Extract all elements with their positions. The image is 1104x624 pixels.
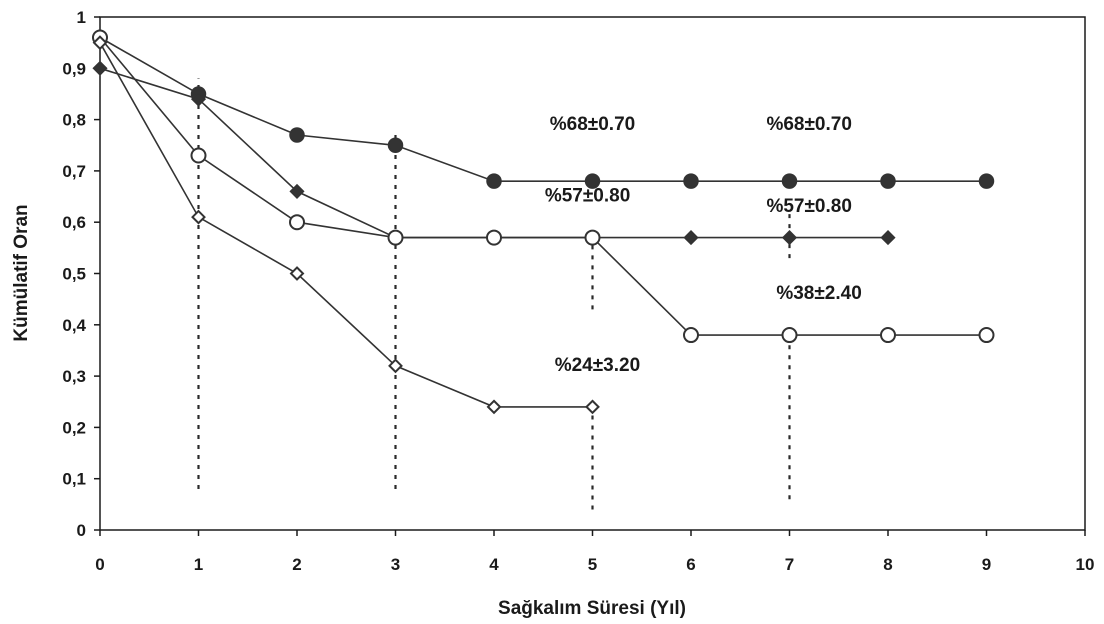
filled-diamond-marker: [190, 91, 207, 107]
x-tick-label: 2: [292, 555, 301, 574]
open-circle-marker: [190, 147, 207, 164]
x-axis-title: Sağkalım Süresi (Yıl): [498, 598, 686, 619]
open-diamond-marker: [486, 399, 502, 415]
filled-circle-marker: [978, 173, 995, 189]
filled-circle-marker: [584, 173, 601, 189]
y-tick-label: 0,2: [62, 418, 86, 437]
filled-circle-marker: [880, 173, 896, 189]
filled-circle-marker: [387, 137, 404, 153]
series-line: [99, 36, 987, 336]
open-circle-marker: [486, 229, 502, 246]
x-tick-label: 5: [588, 555, 597, 574]
survival-rate-annotation: %68±0.70: [550, 114, 635, 135]
y-tick-label: 0,5: [62, 265, 86, 284]
series-filled-circle: [92, 29, 995, 189]
filled-circle-marker: [683, 173, 699, 189]
y-tick-label: 0,4: [62, 316, 86, 335]
survival-rate-annotation: %68±0.70: [766, 114, 851, 135]
x-tick-label: 0: [95, 555, 104, 574]
filled-diamond-marker: [683, 230, 699, 246]
open-circle-marker: [584, 229, 601, 246]
y-tick-label: 0: [77, 521, 86, 540]
open-diamond-marker: [191, 209, 206, 225]
open-diamond-marker: [388, 358, 403, 374]
filled-circle-marker: [781, 173, 798, 189]
series-line: [99, 42, 593, 408]
y-tick-label: 1: [77, 8, 86, 27]
survival-rate-annotation: %24±3.20: [555, 355, 640, 376]
plot-area-frame: [99, 16, 1086, 531]
filled-circle-marker: [289, 127, 305, 143]
series-line: [99, 36, 987, 182]
open-circle-marker: [387, 229, 404, 246]
filled-circle-marker: [486, 173, 502, 189]
filled-diamond-marker: [92, 60, 108, 76]
x-tick-label: 9: [982, 555, 991, 574]
y-tick-label: 0,1: [62, 470, 86, 489]
x-tick-label: 8: [883, 555, 892, 574]
open-circle-marker: [978, 327, 995, 344]
open-circle-marker: [289, 214, 305, 231]
data-series: [92, 29, 995, 415]
open-circle-marker: [683, 327, 699, 344]
reference-lines: [197, 78, 791, 510]
open-diamond-marker: [289, 266, 305, 281]
x-tick-label: 3: [391, 555, 400, 574]
series-open-diamond: [92, 35, 600, 415]
y-tick-label: 0,7: [62, 162, 86, 181]
survival-rate-annotation: %57±0.80: [766, 196, 851, 217]
open-circle-marker: [781, 327, 798, 344]
y-tick-label: 0,8: [62, 111, 86, 130]
annotations: %68±0.70 %68±0.70 %57±0.80 %57±0.80 %38±2.40…: [545, 114, 862, 376]
survival-rate-annotation: %57±0.80: [545, 186, 630, 207]
y-tick-label: 0,3: [62, 367, 86, 386]
filled-diamond-marker: [880, 230, 896, 246]
x-tick-label: 10: [1076, 555, 1095, 574]
open-circle-marker: [880, 327, 896, 344]
y-axis-title: Kümülatif Oran: [11, 204, 32, 341]
x-tick-label: 6: [686, 555, 695, 574]
y-tick-label: 0,6: [62, 213, 86, 232]
axis-ticks: 0 1 2 3 4 5 6 7 8 9 10 0 0,1 0,2 0,3 0,4 0,5 0,6 0,7 0,8 0,9…: [62, 8, 1094, 574]
filled-diamond-marker: [781, 230, 798, 246]
survival-rate-annotation: %38±2.40: [776, 283, 861, 304]
open-diamond-marker: [92, 35, 108, 51]
filled-diamond-marker: [289, 183, 305, 199]
x-tick-label: 4: [489, 555, 499, 574]
x-tick-label: 7: [785, 555, 794, 574]
open-diamond-marker: [585, 399, 600, 415]
y-tick-label: 0,9: [62, 59, 86, 78]
x-tick-label: 1: [194, 555, 203, 574]
